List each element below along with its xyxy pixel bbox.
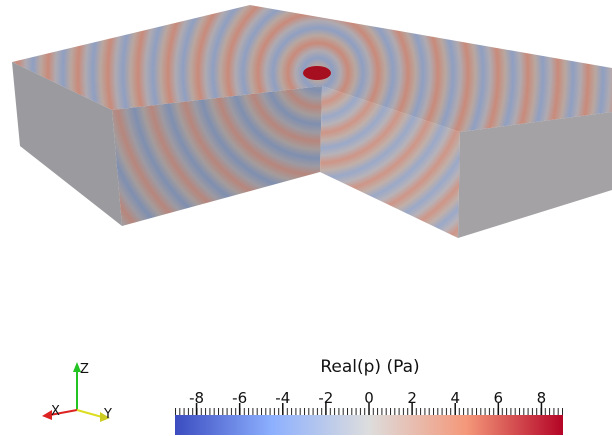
tick-label: 6 xyxy=(494,389,504,407)
front-cut-face xyxy=(112,86,322,226)
z-label: Z xyxy=(80,362,89,377)
tick-label: -2 xyxy=(318,389,333,407)
tick-label: -4 xyxy=(275,389,290,407)
tick-label: 8 xyxy=(537,389,547,407)
tick-label: -8 xyxy=(189,389,204,407)
right-face xyxy=(458,112,612,238)
tick-label: 4 xyxy=(450,389,460,407)
y-label: Y xyxy=(103,407,112,422)
render-view: Z X Y Real(p) (Pa) -8 -6 -4 -2 0 2 4 6 8 xyxy=(0,0,612,436)
page: Z X Y Real(p) (Pa) -8-6-4-202468 (() => … xyxy=(0,0,612,436)
block xyxy=(12,5,612,238)
color-bar: Real(p) (Pa) -8 -6 -4 -2 0 2 4 6 8 xyxy=(175,357,563,435)
y-axis xyxy=(77,410,102,417)
axes-triad: Z X Y xyxy=(42,362,112,422)
tick-label: -6 xyxy=(232,389,247,407)
tick-label: 2 xyxy=(407,389,417,407)
color-bar-title: Real(p) (Pa) xyxy=(320,357,419,377)
x-label: X xyxy=(51,404,60,419)
tick-label: 0 xyxy=(364,389,374,407)
source-peak xyxy=(303,66,331,80)
color-bar-gradient xyxy=(175,415,563,435)
